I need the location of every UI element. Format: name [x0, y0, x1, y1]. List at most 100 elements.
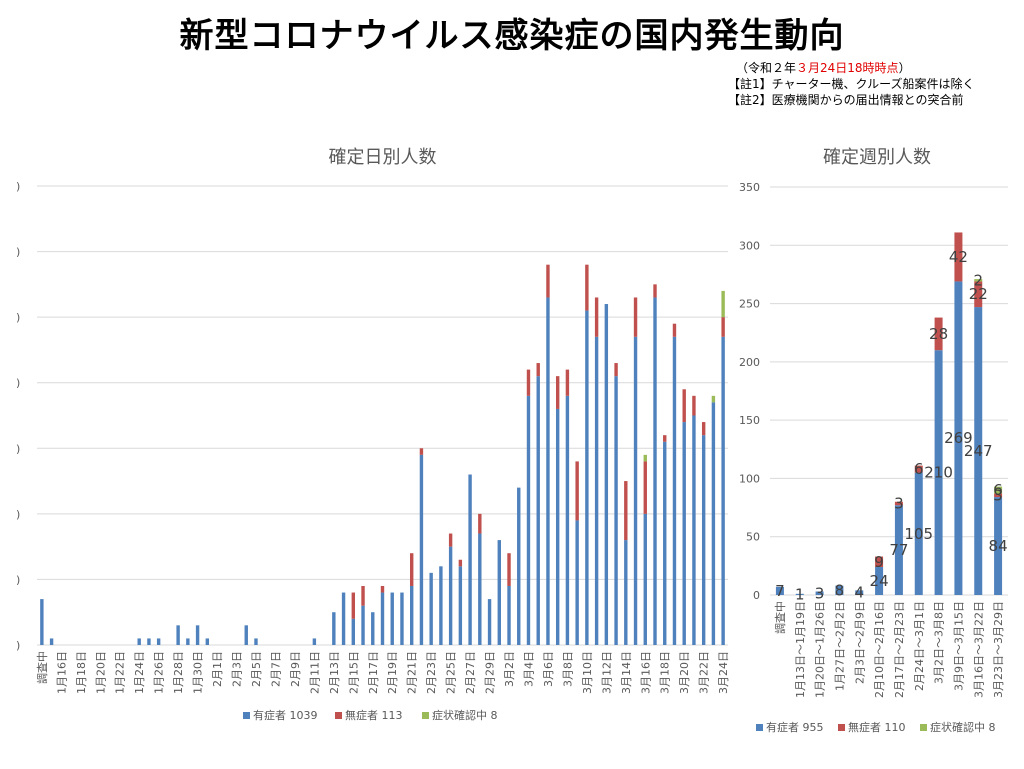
daily-bar-segment	[526, 395, 531, 645]
weekly-data-label: 22	[969, 285, 988, 303]
daily-bar-segment	[711, 402, 716, 645]
daily-xtick-label: 2月25日	[445, 651, 458, 694]
daily-bar-segment	[633, 297, 638, 337]
weekly-bar-segment	[894, 501, 903, 506]
daily-xtick-label: 2月5日	[250, 651, 263, 687]
weekly-bar-segment	[954, 232, 963, 282]
daily-xtick-label: 2月13日	[328, 651, 341, 694]
daily-bar-segment	[663, 435, 667, 442]
daily-xtick-label: 調査中	[35, 651, 49, 684]
weekly-xtick-label: 2月10日～2月16日	[873, 601, 886, 698]
weekly-bar-segment	[954, 281, 963, 595]
daily-bar-segment	[312, 638, 317, 645]
daily-bar-segment	[672, 336, 677, 645]
daily-xtick-label: 1月18日	[75, 651, 88, 694]
weekly-bar-segment	[994, 497, 1003, 595]
daily-xtick-label: 3月22日	[698, 651, 711, 694]
weekly-xtick-label: 1月13日～1月19日	[794, 601, 807, 698]
weekly-data-label: 3	[815, 584, 825, 602]
daily-xtick-label: 3月2日	[503, 651, 516, 687]
daily-bar-segment	[633, 336, 638, 645]
daily-xtick-label: 1月30日	[192, 651, 205, 694]
daily-bar-segment	[672, 323, 677, 337]
daily-bar-segment	[351, 592, 356, 619]
daily-bar-segment	[458, 566, 463, 645]
weekly-data-label: 6	[914, 460, 924, 478]
date-line: （令和２年３月24日18時時点）	[728, 60, 975, 76]
daily-bar-segment	[409, 553, 414, 586]
daily-bar-segment	[624, 481, 628, 541]
daily-xtick-label: 3月12日	[600, 651, 613, 694]
daily-xtick-label: 3月20日	[678, 651, 691, 694]
daily-bar-segment	[341, 592, 346, 645]
daily-ytick-label: )	[16, 377, 20, 390]
daily-bar-segment	[614, 376, 618, 645]
weekly-xtick-label: 2月24日～3月1日	[913, 601, 926, 691]
weekly-ytick-label: 100	[739, 472, 760, 485]
daily-bar-segment	[468, 474, 472, 645]
daily-bar-segment	[711, 395, 716, 403]
daily-xtick-label: 3月4日	[522, 651, 535, 687]
daily-xtick-label: 3月24日	[717, 651, 730, 694]
daily-xtick-label: 1月28日	[172, 651, 185, 694]
daily-bar-segment	[517, 487, 521, 645]
weekly-data-label: 84	[989, 537, 1008, 555]
weekly-data-label: 2	[973, 271, 983, 289]
daily-xtick-label: 2月27日	[464, 651, 477, 694]
daily-bar-segment	[195, 625, 200, 645]
daily-bar-segment	[692, 395, 696, 416]
daily-ytick-label: )	[16, 442, 20, 455]
date-prefix: （令和２年	[736, 61, 797, 75]
weekly-legend-swatch	[756, 724, 763, 731]
weekly-ytick-label: 0	[753, 589, 760, 602]
weekly-xtick-label: 2月17日～2月23日	[893, 601, 906, 698]
daily-ytick-label: )	[16, 508, 20, 521]
daily-bar-segment	[682, 422, 686, 645]
weekly-data-label: 28	[929, 325, 948, 343]
weekly-legend-label: 有症者 955	[766, 720, 824, 734]
weekly-data-label: 42	[949, 248, 968, 266]
weekly-bar-segment	[775, 586, 784, 595]
daily-chart: 確定日別人数)))))))) 調査中 1月16日 1月18日 1月20日 1月22日 1月2…	[16, 147, 730, 722]
daily-bar-segment	[448, 533, 453, 547]
daily-legend-label: 有症者 1039	[253, 708, 318, 722]
daily-bar-segment	[575, 520, 579, 645]
weekly-bar-segment	[934, 317, 943, 351]
daily-xtick-label: 2月9日	[289, 651, 302, 687]
weekly-legend-swatch	[838, 724, 845, 731]
weekly-xtick-label: 1月27日～2月2日	[833, 601, 846, 691]
weekly-bar-segment	[795, 593, 804, 595]
daily-legend-swatch	[422, 712, 429, 719]
daily-bar-segment	[186, 638, 190, 645]
daily-xtick-label: 1月16日	[55, 651, 68, 694]
weekly-bar-segment	[974, 307, 983, 595]
daily-bar-segment	[487, 599, 492, 645]
daily-bar-segment	[137, 638, 141, 645]
daily-xtick-label: 1月26日	[153, 651, 166, 694]
daily-bar-segment	[40, 599, 44, 645]
weekly-data-label: 24	[870, 572, 889, 590]
weekly-ytick-label: 250	[739, 298, 760, 311]
weekly-xtick-label: 3月16日～3月22日	[972, 601, 985, 698]
weekly-data-label: 3	[993, 486, 1003, 504]
weekly-chart-title: 確定週別人数	[823, 147, 931, 168]
weekly-ytick-label: 350	[739, 181, 760, 194]
daily-bar-segment	[380, 592, 385, 645]
weekly-bar-segment	[815, 591, 824, 595]
daily-bar-segment	[371, 612, 375, 645]
daily-xtick-label: 3月6日	[542, 651, 555, 687]
weekly-data-label: 105	[904, 525, 933, 543]
daily-bar-segment	[594, 297, 599, 337]
notes-block: （令和２年３月24日18時時点） 【註1】チャーター機、クルーズ船案件は除く 【…	[728, 60, 975, 108]
weekly-legend-label: 症状確認中 8	[930, 720, 996, 734]
daily-bar-segment	[429, 572, 433, 645]
daily-bar-segment	[536, 376, 540, 645]
daily-bar-segment	[458, 559, 463, 567]
daily-bar-segment	[390, 592, 394, 645]
weekly-data-label: 77	[889, 541, 908, 559]
daily-bar-segment	[643, 461, 647, 514]
daily-bar-segment	[526, 369, 531, 396]
daily-ytick-label: )	[16, 180, 20, 193]
daily-bar-segment	[147, 638, 151, 645]
weekly-data-label: 6	[993, 481, 1003, 499]
